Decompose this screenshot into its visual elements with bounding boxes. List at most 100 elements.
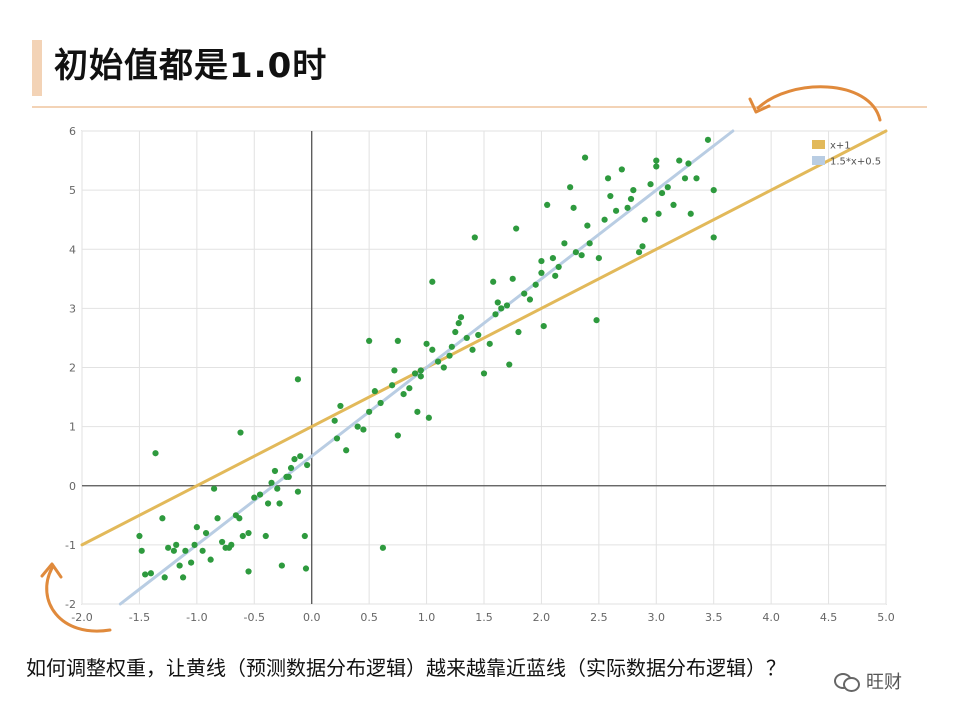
data-point (595, 255, 602, 262)
data-point (618, 166, 625, 173)
data-point (658, 189, 666, 197)
data-point (549, 255, 557, 262)
data-point (354, 423, 361, 430)
x-tick-label: 1.0 (418, 611, 436, 624)
y-tick-label: 4 (69, 243, 76, 256)
data-point (544, 201, 551, 209)
watermark: 旺财 (830, 668, 906, 694)
data-point (287, 464, 295, 472)
data-point (219, 538, 226, 546)
data-point (371, 388, 378, 395)
data-point (693, 175, 700, 182)
data-point (475, 331, 482, 339)
data-point (538, 269, 545, 276)
data-point (704, 136, 712, 143)
data-point (509, 275, 516, 282)
y-tick-label: -1 (65, 539, 76, 552)
data-point (147, 570, 155, 577)
x-tick-label: 0.5 (360, 611, 378, 624)
data-point (337, 402, 344, 410)
data-point (159, 515, 166, 522)
legend-label: x+1 (830, 141, 851, 152)
x-tick-label: 2.0 (533, 611, 551, 624)
data-point (457, 314, 465, 321)
data-point (264, 500, 272, 507)
x-tick-label: -1.5 (129, 611, 150, 624)
data-point (452, 328, 459, 336)
data-point (182, 547, 189, 554)
data-point (256, 491, 264, 498)
data-point (406, 385, 413, 392)
series-line-1 (80, 129, 888, 547)
data-point (469, 346, 476, 353)
data-point (448, 343, 455, 350)
series-line-2 (118, 129, 735, 606)
title-accent-bar (32, 40, 42, 96)
data-point (304, 461, 311, 469)
data-point (655, 210, 662, 217)
x-tick-label: 0.0 (303, 611, 321, 624)
data-point (494, 299, 501, 306)
x-tick-label: 3.5 (705, 611, 723, 624)
data-point (492, 311, 499, 318)
data-point (653, 163, 660, 170)
data-point (471, 234, 478, 241)
x-tick-label: 1.5 (475, 611, 493, 624)
data-point (653, 157, 660, 164)
data-point (425, 414, 432, 421)
x-tick-label: -1.0 (186, 611, 207, 624)
data-point (627, 195, 635, 203)
data-point (400, 391, 407, 398)
data-point (417, 373, 424, 380)
data-point (440, 364, 447, 371)
data-point (498, 305, 505, 312)
data-point (639, 243, 646, 250)
data-point (584, 222, 591, 229)
data-point (360, 426, 367, 433)
y-tick-label: 6 (69, 125, 76, 138)
data-point (343, 447, 350, 454)
y-tick-label: 3 (69, 302, 76, 315)
data-point (540, 323, 547, 330)
data-point (578, 252, 585, 259)
data-point (245, 529, 252, 537)
legend-swatch (812, 140, 825, 149)
data-point (394, 432, 401, 439)
y-tick-label: 1 (69, 421, 76, 434)
data-point (245, 568, 252, 575)
data-point (561, 240, 568, 247)
data-point (389, 382, 396, 389)
title-divider (32, 106, 927, 108)
data-point (331, 417, 338, 424)
data-point (593, 317, 600, 324)
y-tick-label: 5 (69, 184, 76, 197)
data-point (612, 207, 620, 214)
data-point (268, 479, 275, 486)
data-point (193, 524, 200, 531)
data-point (664, 184, 671, 191)
data-point (274, 485, 281, 492)
data-point (165, 544, 172, 551)
data-point (179, 574, 187, 581)
data-point (635, 249, 643, 256)
data-point (570, 204, 577, 211)
data-point (567, 184, 574, 191)
data-point (294, 488, 302, 495)
data-point (173, 541, 180, 548)
data-point (480, 370, 488, 377)
data-point (366, 337, 373, 344)
data-point (239, 532, 246, 540)
data-point (333, 435, 341, 442)
data-point (138, 547, 145, 554)
data-point (161, 574, 168, 581)
x-tick-label: 4.5 (820, 611, 838, 624)
x-tick-label: 5.0 (877, 611, 895, 624)
watermark-text: 旺财 (866, 672, 902, 693)
data-point (202, 529, 210, 537)
data-point (710, 234, 717, 241)
curved-arrow-top (756, 85, 882, 122)
data-point (391, 367, 398, 374)
data-point (513, 225, 520, 232)
data-point (236, 515, 243, 522)
legend-label: 1.5*x+0.5 (830, 157, 881, 168)
